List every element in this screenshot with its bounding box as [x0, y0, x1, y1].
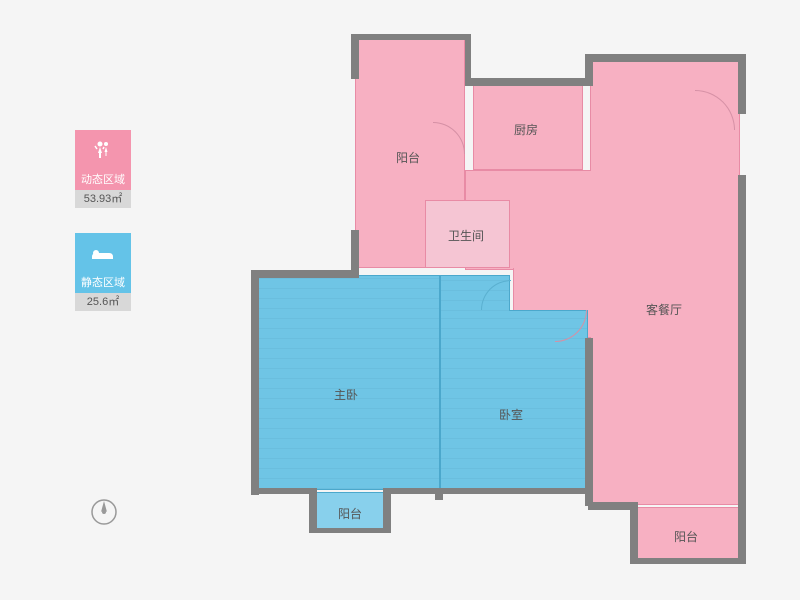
- wall: [309, 528, 391, 533]
- wall: [738, 502, 746, 564]
- wall: [309, 488, 317, 533]
- room-living-label: 客餐厅: [646, 301, 682, 318]
- room-balcony2-label: 阳台: [338, 505, 362, 522]
- wall: [465, 78, 590, 86]
- wall: [351, 230, 359, 272]
- floorplan: 阳台 厨房 客餐厅 卫生间 主卧 卧室 阳台 阳台: [255, 30, 745, 570]
- compass-icon: [90, 498, 118, 526]
- legend-static-label: 静态区域: [75, 273, 131, 293]
- wall: [738, 54, 746, 114]
- room-balcony2: 阳台: [315, 492, 385, 530]
- wall: [383, 488, 391, 533]
- legend-dynamic-value: 53.93㎡: [75, 190, 131, 208]
- room-balcony3-label: 阳台: [674, 528, 698, 545]
- room-balcony1-label: 阳台: [396, 149, 420, 166]
- legend-dynamic-label: 动态区域: [75, 170, 131, 190]
- room-kitchen: 厨房: [473, 85, 583, 170]
- room-balcony3: 阳台: [635, 507, 740, 562]
- room-master-bedroom-label: 主卧: [334, 386, 358, 403]
- room-bedroom-label: 卧室: [499, 406, 523, 423]
- wall: [630, 558, 745, 564]
- wall: [251, 270, 359, 278]
- wall: [585, 338, 593, 506]
- wall: [738, 175, 746, 505]
- wall: [351, 34, 469, 40]
- legend-dynamic: 动态区域 53.93㎡: [75, 130, 131, 208]
- wall: [351, 34, 359, 79]
- legend-static-value: 25.6㎡: [75, 293, 131, 311]
- wall: [435, 488, 593, 494]
- legend-static: 静态区域 25.6㎡: [75, 233, 131, 311]
- wall: [383, 488, 443, 494]
- wall: [251, 488, 313, 494]
- wall: [251, 270, 259, 495]
- room-master-bedroom: 主卧: [255, 275, 440, 490]
- sleep-icon: [75, 233, 131, 273]
- wall: [630, 502, 638, 564]
- room-bathroom: 卫生间: [425, 200, 510, 268]
- wall: [585, 54, 745, 62]
- wall: [465, 34, 471, 84]
- legend: 动态区域 53.93㎡ 静态区域 25.6㎡: [75, 130, 131, 336]
- people-icon: [75, 130, 131, 170]
- room-bathroom-label: 卫生间: [448, 227, 484, 244]
- room-kitchen-label: 厨房: [514, 121, 538, 138]
